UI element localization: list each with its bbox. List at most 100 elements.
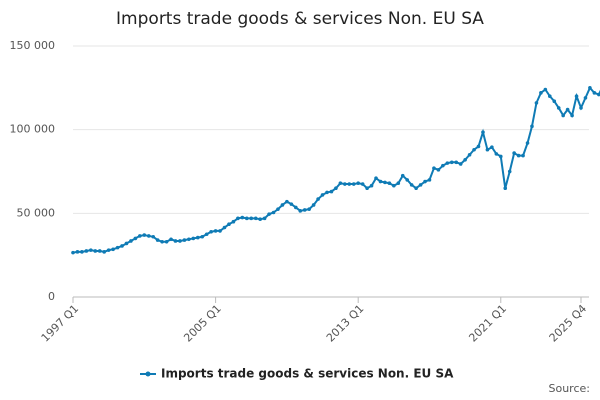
x-tick-label: 2025 Q4 (547, 302, 590, 345)
marker (400, 173, 405, 178)
marker (302, 208, 307, 212)
marker (142, 233, 147, 237)
marker (427, 178, 432, 182)
marker (476, 144, 481, 149)
marker (392, 183, 396, 188)
marker (583, 96, 588, 100)
marker (512, 151, 516, 155)
marker (351, 182, 356, 186)
line (72, 86, 600, 254)
marker (458, 162, 463, 166)
marker (409, 183, 414, 187)
marker (298, 209, 303, 213)
marker (383, 180, 387, 185)
marker (75, 250, 80, 254)
marker (432, 166, 436, 170)
marker (356, 181, 360, 186)
marker (124, 241, 129, 246)
marker (552, 99, 557, 104)
marker (271, 210, 276, 215)
x-tick-label: 2013 Q1 (324, 302, 367, 345)
marker (570, 113, 574, 118)
marker (84, 249, 89, 253)
marker (418, 183, 423, 187)
marker (467, 152, 472, 157)
marker (182, 238, 187, 242)
marker (463, 157, 467, 162)
marker (111, 247, 115, 252)
marker (387, 181, 392, 186)
legend-label: Imports trade goods & services Non. EU S… (161, 367, 454, 381)
marker (503, 186, 508, 191)
marker (231, 219, 236, 224)
marker (481, 130, 485, 134)
marker (253, 216, 258, 221)
marker (236, 216, 240, 221)
marker (187, 237, 191, 242)
marker (543, 87, 548, 92)
marker (561, 113, 565, 118)
marker (89, 248, 93, 252)
marker (173, 239, 178, 243)
marker (320, 193, 325, 197)
marker (204, 232, 209, 237)
marker (423, 179, 427, 184)
marker (213, 229, 218, 233)
marker (258, 217, 262, 221)
marker (307, 207, 311, 211)
marker (579, 106, 583, 110)
marker (516, 153, 521, 158)
marker (285, 199, 289, 204)
marker (374, 176, 378, 180)
marker (218, 229, 222, 233)
marker (294, 205, 298, 210)
marker (106, 248, 111, 252)
marker (151, 234, 156, 239)
marker (597, 92, 600, 97)
marker (195, 235, 200, 240)
marker (347, 182, 352, 186)
chart-title: Imports trade goods & services Non. EU S… (116, 9, 484, 29)
marker (588, 86, 592, 90)
marker (365, 186, 369, 191)
marker (146, 234, 151, 238)
marker (414, 186, 418, 191)
marker (138, 234, 142, 238)
marker (454, 160, 459, 165)
marker (556, 106, 561, 110)
x-tick-label: 2021 Q1 (466, 302, 509, 345)
marker (80, 250, 84, 254)
marker (191, 236, 196, 241)
x-tick-label: 1997 Q1 (39, 302, 82, 345)
marker (360, 182, 365, 186)
marker (405, 178, 410, 182)
marker (325, 190, 329, 195)
y-tick-label: 100 000 (10, 123, 56, 136)
marker (160, 239, 164, 244)
marker (97, 249, 102, 253)
marker (102, 250, 106, 254)
marker (548, 94, 552, 98)
marker (490, 145, 494, 150)
marker (494, 152, 499, 156)
marker (329, 189, 334, 194)
y-tick-label: 150 000 (10, 39, 56, 52)
marker (498, 154, 503, 159)
marker (200, 234, 205, 239)
marker (244, 216, 249, 221)
marker (539, 91, 543, 95)
marker (267, 212, 271, 216)
source: Source: (549, 382, 591, 395)
marker (93, 249, 98, 253)
x-tick-label: 2005 Q1 (181, 302, 224, 345)
marker (169, 237, 173, 242)
legend-marker (145, 371, 151, 377)
marker (521, 153, 525, 158)
marker (574, 94, 579, 98)
marker (334, 186, 338, 191)
marker (129, 239, 133, 243)
marker (155, 238, 160, 242)
marker (133, 236, 138, 241)
marker (289, 202, 294, 206)
